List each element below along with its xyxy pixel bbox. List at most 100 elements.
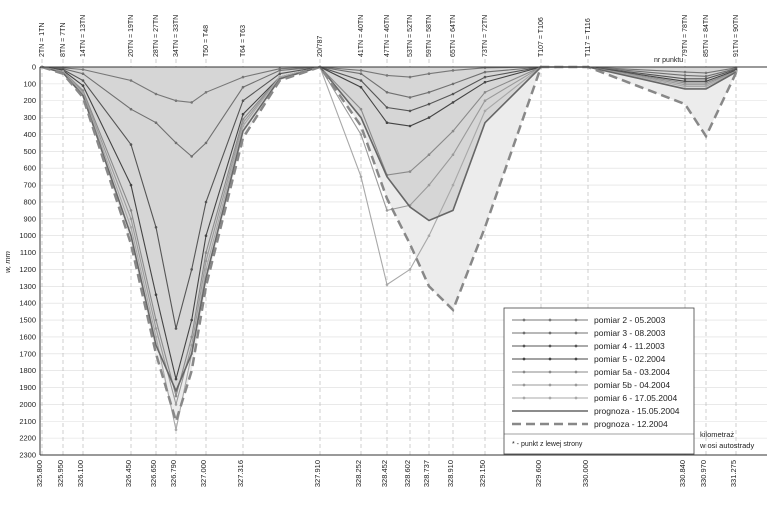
x-tick-label: 329.600 <box>534 460 543 487</box>
top-point-label: T64 = T63 <box>240 25 247 57</box>
series-point <box>704 71 708 75</box>
y-tick-label: 200 <box>23 96 36 105</box>
series-point <box>204 268 208 271</box>
x-tick-label: 326.790 <box>169 460 178 487</box>
top-point-label: 20TN = 19TN <box>128 15 135 57</box>
top-point-label: 85TN = 84TN <box>703 15 710 57</box>
series-point <box>359 133 363 136</box>
y-tick-label: 1900 <box>19 383 36 392</box>
legend-label: prognoza - 15.05.2004 <box>594 406 680 416</box>
series-point <box>154 318 158 322</box>
y-tick-label: 1100 <box>20 248 36 257</box>
legend-marker <box>522 383 526 387</box>
x-tick-label: 326.450 <box>124 460 133 487</box>
series-point <box>154 226 158 229</box>
series-point <box>483 91 487 94</box>
top-point-label: T50 = T48 <box>203 25 210 57</box>
series-point <box>129 209 133 212</box>
y-tick-label: 1700 <box>19 349 36 358</box>
series-point <box>683 74 687 77</box>
series-point <box>278 69 282 72</box>
series-point <box>174 141 178 145</box>
series-point <box>190 268 193 271</box>
legend-marker <box>522 396 526 400</box>
top-point-label: 28TN = 27TN <box>153 15 160 57</box>
series-point <box>451 69 455 72</box>
x-tick-label: 328.602 <box>403 460 412 487</box>
series-point <box>427 153 431 156</box>
x-axis-title-line1: kilometraż <box>700 430 734 439</box>
series-point <box>241 121 245 124</box>
series-point <box>483 70 487 74</box>
y-tick-label: 800 <box>23 197 36 206</box>
legend-marker <box>574 344 578 348</box>
legend-marker <box>522 370 526 374</box>
legend-label: pomiar 6 - 17.05.2004 <box>594 393 677 403</box>
top-point-label: 59TN = 58TN <box>426 15 433 57</box>
series-point <box>427 234 431 237</box>
series-point <box>204 141 208 145</box>
y-tick-label: 1400 <box>19 299 36 308</box>
series-point <box>174 394 178 398</box>
y-tick-label: 900 <box>23 214 36 223</box>
x-tick-label: 328.452 <box>380 460 389 487</box>
series-point <box>683 85 687 88</box>
series-point <box>408 96 412 99</box>
series-point <box>278 72 282 75</box>
y-tick-label: 400 <box>23 130 36 139</box>
top-point-label: T107 = T106 <box>538 17 545 57</box>
series-point <box>408 124 412 128</box>
legend-marker <box>522 344 526 348</box>
series-point <box>451 129 455 133</box>
top-point-label: 79TN = 78TN <box>682 15 689 57</box>
x-axis-title-line2: w osi autostrady <box>699 441 754 450</box>
y-tick-label: 600 <box>23 164 36 173</box>
series-point <box>190 318 193 322</box>
x-tick-label: 328.252 <box>354 460 363 487</box>
x-tick-label: 331.275 <box>729 460 738 487</box>
top-point-label: 41TN = 40TN <box>358 15 365 57</box>
series-point <box>241 112 245 116</box>
series-point <box>408 109 412 113</box>
series-point <box>359 85 363 89</box>
legend-label: pomiar 4 - 11.2003 <box>594 341 665 351</box>
y-tick-label: 1800 <box>19 366 36 375</box>
y-axis-title: w, mm <box>3 251 12 273</box>
series-point <box>81 72 85 75</box>
series-point <box>385 283 389 286</box>
series-point <box>154 92 158 96</box>
series-point <box>204 200 208 204</box>
footnote: * - punkt z lewej strony <box>512 441 583 448</box>
series-point <box>483 109 487 113</box>
x-tick-label: 327.316 <box>236 460 245 487</box>
series-point <box>129 143 133 146</box>
series-point <box>204 91 208 94</box>
series-point <box>451 101 455 104</box>
x-tick-label: 328.737 <box>422 460 431 487</box>
legend-marker <box>548 344 552 348</box>
x-tick-label: 330.000 <box>581 460 590 487</box>
top-point-label: 14TN = 13TN <box>80 15 87 57</box>
series-point <box>359 72 363 75</box>
legend-marker <box>548 318 552 322</box>
y-tick-label: 100 <box>23 79 36 88</box>
legend-marker <box>548 357 552 361</box>
y-tick-label: 700 <box>23 181 36 190</box>
legend-marker <box>574 318 578 322</box>
series-point <box>81 79 85 82</box>
series-point <box>704 75 708 78</box>
series-line <box>41 65 738 426</box>
x-tick-label: 327.910 <box>313 460 322 487</box>
series-point <box>683 77 687 81</box>
x-tick-label: 327.000 <box>199 460 208 487</box>
y-tick-label: 2300 <box>19 451 36 460</box>
series-point <box>385 74 389 77</box>
series-point <box>241 75 245 79</box>
series-point <box>204 259 208 263</box>
area-fill-forecast-15-05-2004 <box>42 67 736 391</box>
top-point-label: 34TN = 33TN <box>173 15 180 57</box>
legend-marker <box>548 331 552 335</box>
series-point <box>359 69 363 72</box>
series-point <box>451 153 455 156</box>
